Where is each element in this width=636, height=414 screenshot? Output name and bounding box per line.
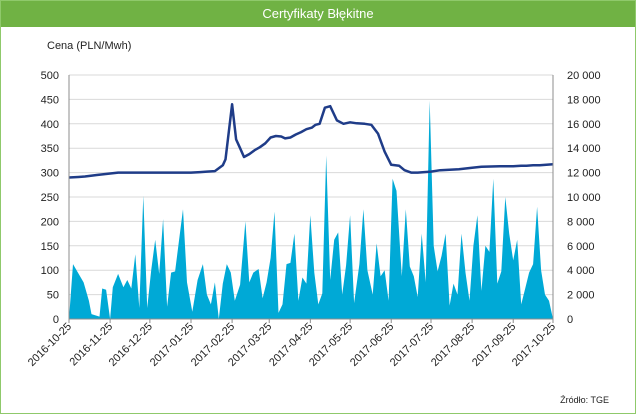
y2-tick-label: 16 000	[567, 119, 601, 131]
chart-svg: 0 50 100 150 200 250 300 350 400 450 500 0 2 000 4 00…	[26, 40, 601, 369]
y-tick-label: 350	[41, 143, 59, 155]
y-axis-label: Cena (PLN/Mwh)	[47, 40, 131, 52]
y2-tick-label: 20 000	[567, 70, 601, 82]
x-tick-label: 2016-10-25	[26, 321, 74, 369]
y-tick-label: 50	[47, 290, 59, 302]
y2-tick-label: 8 000	[567, 216, 595, 228]
y2-tick-label: 6 000	[567, 241, 595, 253]
y-tick-label: 100	[41, 265, 59, 277]
y-tick-label: 200	[41, 216, 59, 228]
y-tick-label: 0	[53, 314, 59, 326]
y-tick-label: 250	[41, 192, 59, 204]
y-tick-label: 300	[41, 168, 59, 180]
y2-tick-label: 18 000	[567, 94, 601, 106]
price-line-series	[68, 103, 554, 179]
y2-tick-label: 0	[567, 314, 573, 326]
y-tick-label: 150	[41, 241, 59, 253]
y-tick-label: 400	[41, 119, 59, 131]
source-label: Źródło: TGE	[560, 395, 609, 405]
chart-title: Certyfikaty Błękitne	[1, 1, 635, 27]
y2-tick-label: 14 000	[567, 143, 601, 155]
y2-tick-label: 10 000	[567, 192, 601, 204]
y-tick-label: 450	[41, 94, 59, 106]
y2-tick-label: 4 000	[567, 265, 595, 277]
y2-tick-label: 2 000	[567, 290, 595, 302]
y2-tick-label: 12 000	[567, 168, 601, 180]
volume-area-series	[69, 100, 553, 319]
y-tick-label: 500	[41, 70, 59, 82]
